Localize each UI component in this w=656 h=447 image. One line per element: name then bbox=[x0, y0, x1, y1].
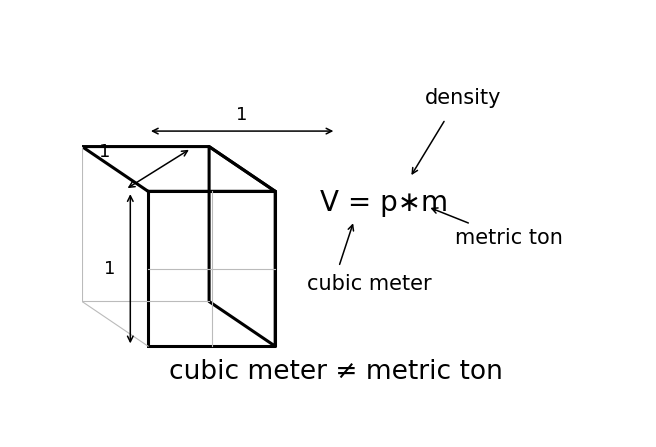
Text: cubic meter ≠ metric ton: cubic meter ≠ metric ton bbox=[169, 359, 503, 385]
Text: 1: 1 bbox=[99, 143, 111, 161]
Text: V = p∗m: V = p∗m bbox=[320, 190, 449, 217]
Text: 1: 1 bbox=[104, 260, 115, 278]
Text: metric ton: metric ton bbox=[455, 228, 563, 248]
Text: 1: 1 bbox=[236, 106, 248, 124]
Text: cubic meter: cubic meter bbox=[307, 274, 432, 294]
Text: density: density bbox=[425, 89, 502, 108]
